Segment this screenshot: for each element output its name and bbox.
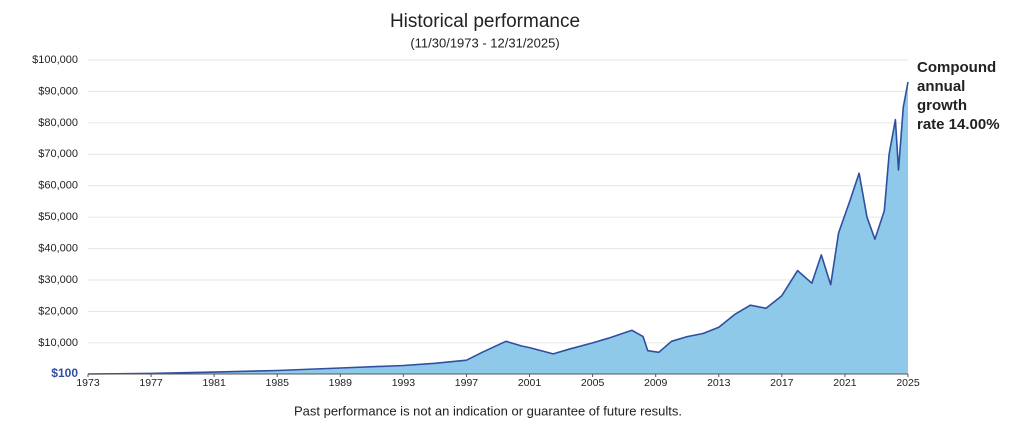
line	[87, 81, 909, 375]
annotation: annual	[917, 78, 965, 95]
x-tick-label: 2017	[770, 377, 794, 389]
x-tick-label: 1981	[202, 377, 226, 389]
y-tick-label: $100,000	[32, 54, 78, 66]
area	[88, 82, 908, 374]
y-tick-label: $10,000	[38, 337, 78, 349]
x-tick-label: 2013	[707, 377, 731, 389]
x-tick-label: 1997	[455, 377, 479, 389]
x-tick-label: 2025	[896, 377, 920, 389]
annotation: growth	[917, 97, 967, 114]
y-tick-label: $30,000	[38, 274, 78, 286]
y-tick-label: $60,000	[38, 180, 78, 192]
chart-title: Historical performance	[390, 11, 580, 32]
annotation: rate 14.00%	[917, 116, 1000, 133]
annotation: Compound	[917, 59, 996, 76]
footnote: Past performance is not an indication or…	[294, 403, 682, 418]
y-tick-label: $70,000	[38, 148, 78, 160]
x-tick-label: 2009	[644, 377, 668, 389]
x-tick-label: 1973	[76, 377, 100, 389]
y-tick-label: $90,000	[38, 85, 78, 97]
x-tick-label: 2001	[518, 377, 542, 389]
chart-subtitle: (11/30/1973 - 12/31/2025)	[410, 35, 559, 50]
y-tick-label: $20,000	[38, 305, 78, 317]
x-tick-label: 1989	[329, 377, 353, 389]
x-tick-label: 2021	[833, 377, 857, 389]
x-tick-label: 2005	[581, 377, 605, 389]
y-tick-label: $40,000	[38, 242, 78, 254]
x-tick-label: 1993	[392, 377, 416, 389]
x-tick-label: 1977	[139, 377, 163, 389]
y-tick-label: $80,000	[38, 117, 78, 129]
x-tick-label: 1985	[266, 377, 290, 389]
y-tick-label: $50,000	[38, 211, 78, 223]
y-tick-label: $100	[51, 366, 78, 380]
